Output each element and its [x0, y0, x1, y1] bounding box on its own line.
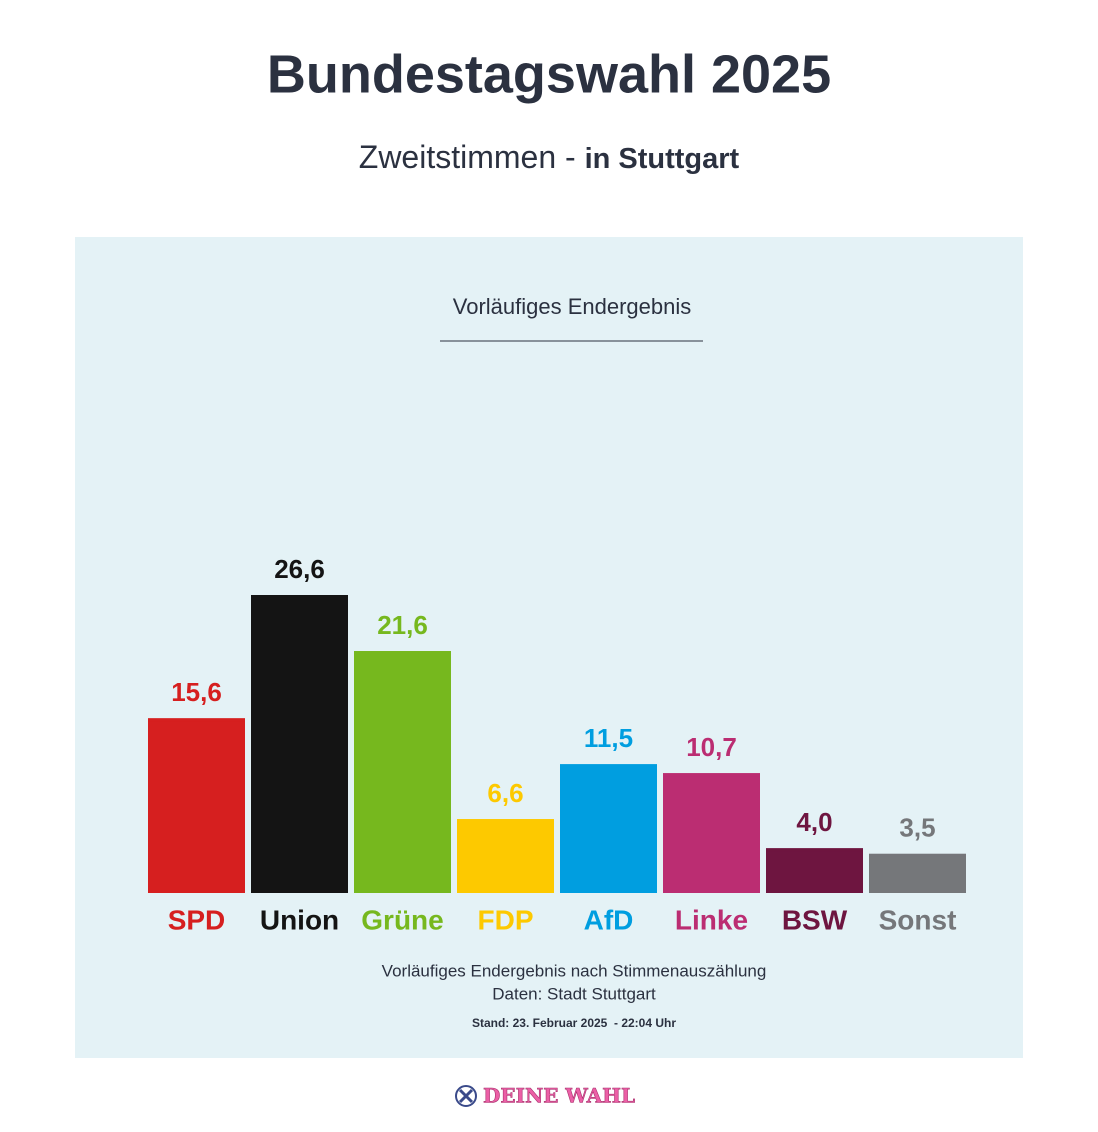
category-label: AfD: [584, 904, 634, 935]
bar: [251, 595, 348, 893]
logo-text: DEINE WAHL: [483, 1084, 635, 1108]
bar: [766, 848, 863, 893]
panel-title: Vorläufiges Endergebnis: [453, 294, 692, 319]
value-label: 26,6: [274, 554, 325, 584]
subtitle: Zweitstimmen - in Stuttgart: [359, 139, 740, 175]
category-label: Sonst: [879, 904, 957, 935]
bar-top-edge: [354, 651, 451, 655]
bar: [663, 773, 760, 893]
value-label: 11,5: [584, 723, 633, 753]
bar: [148, 718, 245, 893]
value-label: 3,5: [899, 813, 935, 843]
bar: [869, 853, 966, 893]
stand: Stand: 23. Februar 2025 - 22:04 Uhr: [472, 1016, 676, 1030]
bar: [354, 651, 451, 893]
bar-top-edge: [766, 848, 863, 852]
bar: [457, 819, 554, 893]
subtitle-emphasis: in Stuttgart: [585, 143, 740, 175]
logo-cross: [458, 1088, 474, 1104]
bar: [560, 764, 657, 893]
bar-top-edge: [560, 764, 657, 768]
category-label: Grüne: [361, 904, 443, 935]
note: Vorläufiges Endergebnis nach Stimmenausz…: [382, 961, 767, 980]
category-label: SPD: [168, 904, 226, 935]
bar-top-edge: [148, 718, 245, 722]
category-label: FDP: [478, 904, 534, 935]
bar-top-edge: [457, 819, 554, 823]
chart-title: Bundestagswahl 2025: [267, 44, 831, 104]
bar-top-edge: [663, 773, 760, 777]
logo: DEINE WAHL: [455, 1083, 635, 1108]
category-label: BSW: [782, 904, 848, 935]
subtitle-text: Zweitstimmen -: [359, 139, 576, 175]
category-label: Union: [260, 904, 339, 935]
panel: [75, 237, 1023, 1058]
category-label: Linke: [675, 904, 748, 935]
bar-top-edge: [251, 595, 348, 598]
value-label: 10,7: [686, 732, 737, 762]
value-label: 15,6: [171, 677, 222, 707]
value-label: 6,6: [487, 778, 523, 808]
bar-top-edge: [869, 853, 966, 857]
note: Daten: Stadt Stuttgart: [492, 984, 656, 1003]
value-label: 4,0: [796, 807, 832, 837]
value-label: 21,6: [377, 610, 428, 640]
